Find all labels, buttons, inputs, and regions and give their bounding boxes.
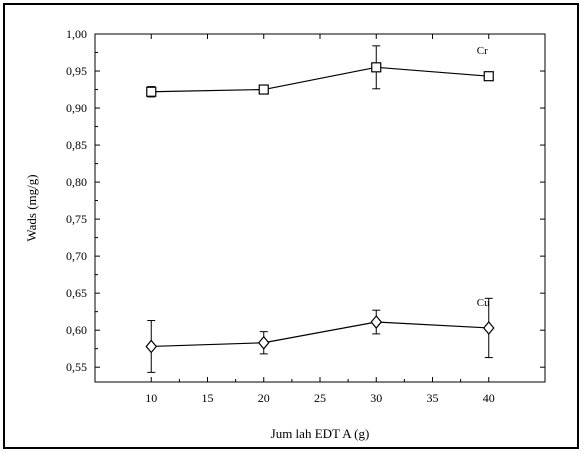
y-tick-label: 0,65 (66, 286, 87, 300)
data-point-diamond (370, 315, 383, 329)
y-tick-label: 1,00 (66, 27, 87, 41)
x-tick-label: 40 (483, 391, 495, 405)
x-axis-title: Jum lah EDT A (g) (271, 426, 370, 441)
x-tick-label: 30 (370, 391, 382, 405)
y-tick-label: 0,60 (66, 323, 87, 337)
x-tick-label: 25 (314, 391, 326, 405)
data-point-diamond (482, 321, 495, 335)
chart-frame (3, 3, 579, 449)
y-tick-label: 0,75 (66, 212, 87, 226)
x-tick-label: 10 (145, 391, 157, 405)
data-point-square (258, 84, 269, 95)
series-line-cr (151, 66, 489, 93)
plot-area-border (94, 33, 546, 383)
series-line-cu (151, 321, 489, 348)
series-label-cr: Cr (477, 45, 488, 57)
y-axis-title: Wads (mg/g) (24, 174, 39, 241)
y-tick-label: 0,85 (66, 138, 87, 152)
y-tick-label: 0,80 (66, 175, 87, 189)
x-tick-label: 35 (427, 391, 439, 405)
data-point-square (146, 86, 157, 97)
data-point-diamond (145, 339, 158, 354)
y-tick-label: 0,70 (66, 249, 87, 263)
y-tick-label: 0,55 (66, 360, 87, 374)
y-tick-label: 0,95 (66, 64, 87, 78)
data-point-square (371, 62, 382, 73)
y-tick-label: 0,90 (66, 101, 87, 115)
series-label-cu: Cu (477, 297, 490, 309)
data-point-square (483, 71, 494, 82)
x-tick-label: 15 (202, 391, 214, 405)
data-point-diamond (257, 335, 270, 350)
x-tick-label: 20 (258, 391, 270, 405)
